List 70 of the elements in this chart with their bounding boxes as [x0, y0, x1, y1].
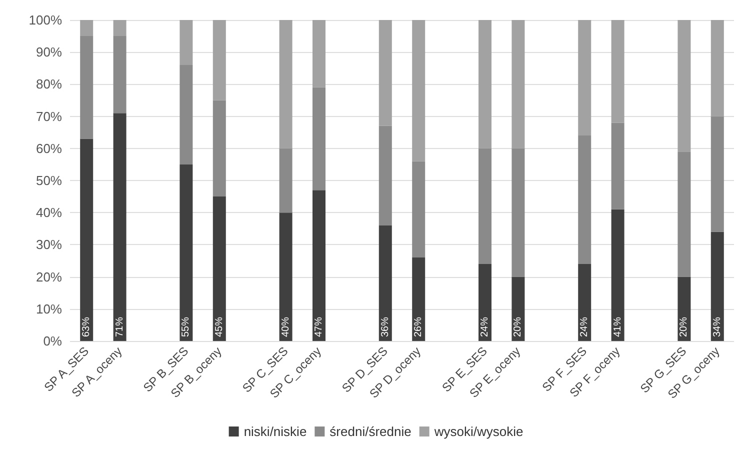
bar [611, 20, 624, 123]
bar [611, 122, 624, 210]
bar [212, 196, 226, 341]
bar [412, 161, 426, 258]
data-label: 20% [512, 316, 524, 337]
y-tick-label: 0% [43, 334, 62, 348]
bar [80, 36, 94, 139]
bar [578, 20, 592, 136]
data-label: 24% [480, 316, 490, 337]
bar [478, 264, 492, 341]
bar [312, 87, 326, 190]
y-tick-label: 80% [36, 76, 62, 92]
bar [279, 148, 292, 213]
data-label: 40% [280, 316, 292, 337]
bar [710, 116, 724, 232]
bar [212, 20, 226, 100]
bar [113, 36, 126, 114]
y-tick-label: 20% [36, 269, 62, 284]
bar [611, 209, 624, 341]
bar [512, 20, 525, 148]
bar [113, 113, 126, 341]
y-tick-label: 50% [36, 173, 62, 188]
bar [312, 20, 326, 88]
y-tick-label: 60% [36, 140, 62, 156]
data-label: 26% [413, 316, 424, 337]
bar [80, 138, 94, 341]
y-tick-label: 90% [36, 44, 62, 60]
bar [578, 136, 592, 264]
bar [512, 148, 525, 277]
bar [478, 148, 492, 264]
bar [678, 152, 691, 277]
data-label: 47% [314, 316, 324, 337]
y-tick-label: 100% [28, 12, 62, 28]
data-label: 55% [180, 316, 192, 337]
legend-label: niski/niskie [244, 424, 307, 439]
data-label: 41% [612, 316, 624, 337]
data-label: 45% [214, 316, 225, 337]
bar [113, 20, 126, 36]
bar [412, 258, 426, 341]
y-tick-label: 70% [36, 108, 62, 124]
bar [710, 232, 724, 341]
data-label: 24% [579, 316, 590, 337]
bar [80, 20, 94, 36]
y-tick-label: 30% [36, 237, 62, 252]
bar [412, 20, 426, 162]
bar [212, 100, 226, 197]
bar [279, 212, 292, 341]
bar [478, 20, 492, 148]
bar [378, 20, 392, 126]
data-label: 63% [81, 316, 92, 337]
bar [378, 225, 392, 341]
bar [279, 20, 292, 148]
bar [578, 264, 592, 341]
bar [180, 64, 193, 164]
data-label: 36% [380, 316, 391, 337]
y-tick-label: 40% [36, 205, 62, 220]
data-label: 71% [114, 316, 126, 337]
bar [180, 164, 193, 341]
bar [180, 20, 193, 65]
bar [512, 276, 525, 341]
y-tick-label: 10% [36, 301, 62, 316]
data-label: 34% [712, 316, 723, 337]
bar [710, 20, 724, 116]
bar [312, 190, 326, 341]
bar [678, 20, 691, 152]
data-label: 20% [678, 316, 690, 337]
legend-label: średni/średnie [330, 424, 412, 439]
bar [678, 276, 691, 341]
bar [378, 126, 392, 226]
legend-label: wysoki/wysokie [433, 424, 524, 439]
